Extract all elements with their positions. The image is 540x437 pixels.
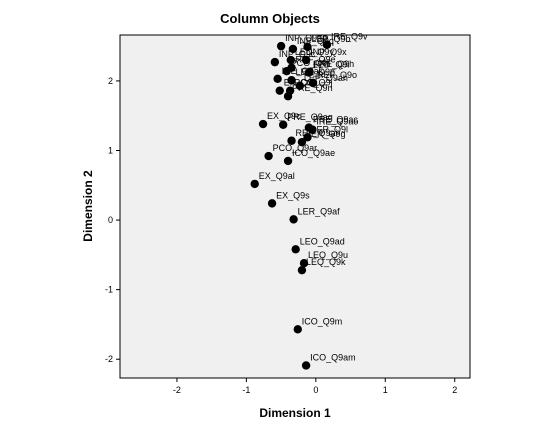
point-label: INP_Q9q [297, 36, 334, 46]
x-tick-label: -2 [173, 385, 181, 395]
point [267, 199, 277, 208]
point-label: LED_Q9i [313, 60, 350, 70]
point-label: PCO_Q9r [291, 58, 331, 68]
point [264, 151, 273, 161]
point-label: IRE_Q9ao [316, 117, 358, 127]
point-label: PCO_Q9ar [273, 143, 318, 153]
point-label: PRE_Q9ag [287, 112, 333, 122]
point [297, 265, 307, 275]
point-label: LER_Q9g [306, 129, 346, 139]
point [293, 325, 302, 334]
point [308, 78, 318, 88]
plot-area [119, 34, 471, 379]
point [308, 125, 317, 134]
point-label: PRE_Q9h [314, 59, 355, 69]
point-label: REF_Q9e [296, 55, 336, 65]
x-tick-label: -1 [242, 385, 250, 395]
y-axis-title: Dimension 2 [81, 170, 95, 242]
point [283, 92, 293, 101]
point [291, 245, 300, 254]
point-label: ICO_Q9m [302, 316, 343, 326]
point [301, 55, 311, 65]
x-axis-title: Dimension 1 [259, 406, 331, 420]
point-label: INP_Q9x [310, 47, 347, 57]
point-label: REF_Q9o [317, 70, 357, 80]
point [250, 179, 259, 189]
point-label: LEP_Q9ah [304, 73, 348, 83]
point-label: LER_Q9l [312, 124, 349, 134]
point-label: LED_Q9p [296, 67, 336, 77]
point-label: ICO_Q9am [310, 352, 356, 362]
point-label: IRE_Q9ak [282, 66, 324, 76]
point [322, 40, 332, 49]
y-tick-label: -1 [105, 285, 113, 295]
point [304, 68, 314, 77]
point-label: PRE_Q9ac [313, 115, 359, 125]
point [275, 86, 284, 95]
point-label: PRE_Q9n [292, 83, 333, 93]
point-label: LEQ_Q9k [306, 257, 346, 267]
point [276, 41, 286, 51]
point-label: LEQ_Q9u [308, 250, 348, 260]
point [297, 137, 307, 147]
point-label: LEO_Q9ad [300, 236, 345, 246]
point-label: INP_Q9ap [285, 33, 327, 43]
point-label: LED_Q9y [295, 47, 335, 57]
point [289, 215, 298, 224]
x-tick-label: 0 [313, 385, 318, 395]
point [301, 361, 311, 370]
point [288, 44, 298, 54]
y-tick-label: -2 [105, 354, 113, 364]
point-label: EX_Q9al [259, 171, 295, 181]
point-label: LEP_Q9b [312, 34, 351, 44]
point-label: IRE_Q9v [331, 32, 368, 42]
point-label: ICO_Q9ae [292, 148, 335, 158]
point [283, 156, 293, 166]
point [278, 120, 288, 129]
point [287, 76, 296, 85]
point [299, 259, 309, 268]
point-label: REF_Q9ai [296, 128, 338, 138]
y-tick-label: 1 [108, 145, 113, 155]
point-label: LER_Q9af [298, 206, 341, 216]
point-label: EX_Q9c [267, 111, 301, 121]
point [287, 63, 296, 72]
point [287, 136, 296, 145]
point [295, 81, 305, 90]
y-tick-label: 2 [108, 76, 113, 86]
point [273, 74, 282, 84]
point-label: PCO_Q9j [294, 78, 333, 88]
point-label: EX_Q9s [276, 190, 310, 200]
point [286, 55, 296, 65]
point-label: INP_Q9c [279, 49, 316, 59]
point [270, 57, 280, 67]
y-tick-label: 0 [108, 215, 113, 225]
x-tick-label: 2 [452, 385, 457, 395]
point [303, 42, 312, 52]
chart-title: Column Objects [220, 11, 320, 26]
point [258, 119, 268, 129]
x-tick-label: 1 [383, 385, 388, 395]
point [303, 133, 312, 142]
